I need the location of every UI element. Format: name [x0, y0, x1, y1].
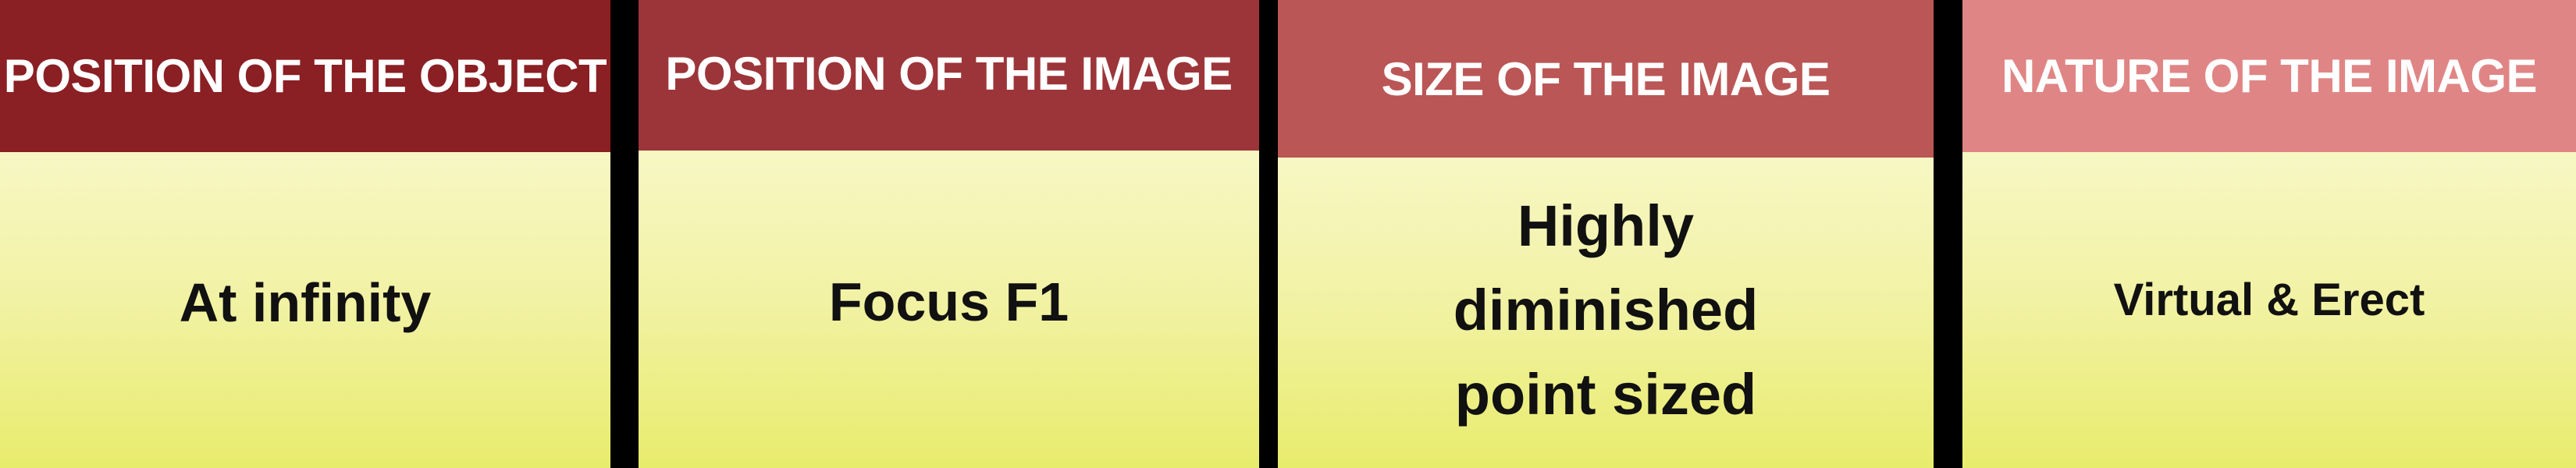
panel-body-position-of-image: Focus F1 — [639, 151, 1259, 468]
panel-body-position-of-object: At infinity — [0, 152, 610, 468]
panel-position-of-image: POSITION OF THE IMAGE Focus F1 — [639, 0, 1259, 468]
panel-value-nature-of-image: Virtual & Erect — [2113, 275, 2425, 325]
panel-value-line: Highly — [1517, 193, 1695, 258]
panel-position-of-object: POSITION OF THE OBJECT At infinity — [0, 0, 610, 468]
panel-header-position-of-image: POSITION OF THE IMAGE — [639, 0, 1259, 151]
panel-value-size-of-image: Highly diminished point sized — [1453, 184, 1759, 437]
panel-header-size-of-image: SIZE OF THE IMAGE — [1278, 0, 1934, 158]
panel-size-of-image: SIZE OF THE IMAGE Highly diminished poin… — [1278, 0, 1934, 468]
panel-body-size-of-image: Highly diminished point sized — [1278, 158, 1934, 468]
panel-header-position-of-object: POSITION OF THE OBJECT — [0, 0, 610, 152]
panel-value-position-of-object: At infinity — [179, 271, 432, 333]
panel-body-nature-of-image: Virtual & Erect — [1962, 152, 2576, 468]
panel-header-nature-of-image: NATURE OF THE IMAGE — [1962, 0, 2576, 152]
panel-value-line: point sized — [1454, 362, 1757, 427]
panel-value-position-of-image: Focus F1 — [828, 271, 1069, 332]
panel-nature-of-image: NATURE OF THE IMAGE Virtual & Erect — [1962, 0, 2576, 468]
panel-value-line: diminished — [1453, 278, 1759, 342]
